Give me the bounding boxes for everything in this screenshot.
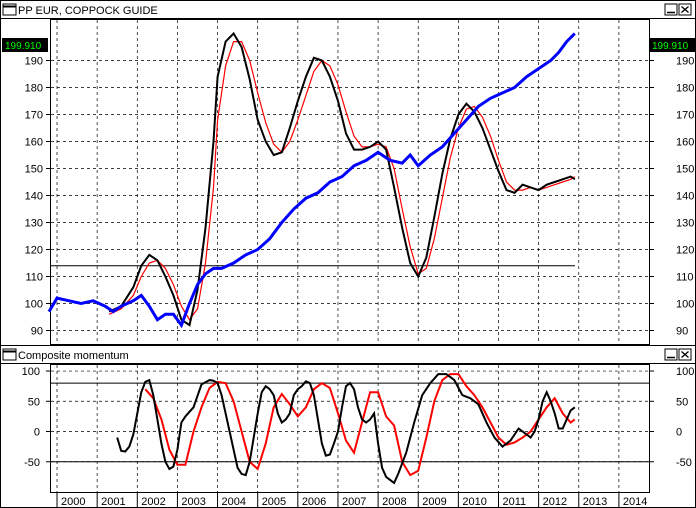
x-tick-label: 2006	[302, 496, 326, 508]
top-y-tick-label-right: 100	[676, 299, 694, 311]
top-panel-title: PP EUR, COPPOCK GUIDE	[18, 5, 158, 17]
top-y-tick-label: 160	[25, 137, 43, 149]
bottom-y-tick-label-right: 0	[676, 427, 682, 439]
top-y-tick-label-right: 170	[676, 110, 694, 122]
coppock-line	[108, 31, 576, 327]
bottom-y-tick-label-right: 100	[676, 366, 694, 378]
top-y-axis-left: 90 100 110 120 130 140 150 160 170 180 190	[25, 56, 51, 338]
x-tick-label: 2004	[222, 496, 246, 508]
top-y-tick-label: 130	[25, 218, 43, 230]
x-tick-label: 2010	[462, 496, 486, 508]
x-tick-label: 2002	[141, 496, 165, 508]
x-tick-label: 2013	[583, 496, 607, 508]
x-tick-label: 2003	[181, 496, 205, 508]
bottom-y-tick-label-right: 50	[676, 396, 688, 408]
top-y-tick-label: 110	[25, 272, 43, 284]
top-panel-minimize-button[interactable]	[664, 3, 678, 16]
top-y-tick-label: 90	[31, 326, 43, 338]
bottom-y-tick-label-right: -50	[676, 457, 692, 469]
coppock-signal-line	[108, 40, 576, 321]
top-y-axis-right: 90 100 110 120 130 140 150 160 170 180 190	[649, 56, 694, 338]
top-panel-close-button[interactable]	[678, 3, 692, 16]
svg-text:199.910: 199.910	[5, 41, 42, 52]
x-tick-label: 2011	[502, 496, 526, 508]
top-y-tick-label-right: 130	[676, 218, 694, 230]
top-y-tick-label: 140	[25, 191, 43, 203]
bottom-panel-minimize-button[interactable]	[664, 348, 678, 361]
top-y-tick-label-right: 110	[676, 272, 694, 284]
top-plot-area	[50, 19, 650, 345]
x-axis: 2000 2001 2002 2003 2004 2005 2006 2007 2008 2009…	[56, 493, 647, 508]
x-tick-label: 2001	[101, 496, 125, 508]
bottom-y-axis-right: -50 0 50 100	[649, 366, 694, 469]
top-y-tick-label: 170	[25, 110, 43, 122]
top-y-tick-label: 180	[25, 83, 43, 95]
bottom-y-tick-label: -50	[24, 457, 40, 469]
bottom-y-tick-label: 100	[22, 366, 40, 378]
top-y-tick-label-right: 160	[676, 137, 694, 149]
momentum-line	[116, 373, 576, 485]
svg-text:199.910: 199.910	[652, 41, 689, 52]
top-y-tick-label-right: 140	[676, 191, 694, 203]
bottom-panel-title: Composite momentum	[18, 350, 129, 362]
top-y-tick-label-right: 180	[676, 83, 694, 95]
last-value-badge-left: 199.910	[2, 38, 48, 52]
bottom-panel-window-icon[interactable]	[2, 348, 17, 361]
top-y-tick-label: 120	[25, 245, 43, 257]
x-tick-label: 2000	[61, 496, 85, 508]
x-tick-label: 2007	[342, 496, 366, 508]
top-y-tick-label: 150	[25, 164, 43, 176]
top-panel-header	[1, 1, 695, 18]
top-y-tick-label-right: 120	[676, 245, 694, 257]
last-value-badge-right: 199.910	[650, 38, 695, 52]
top-y-tick-label-right: 150	[676, 164, 694, 176]
x-tick-label: 2005	[262, 496, 286, 508]
x-tick-label: 2014	[623, 496, 647, 508]
top-y-tick-label: 100	[25, 299, 43, 311]
x-tick-label: 2009	[422, 496, 446, 508]
top-y-tick-label: 190	[25, 56, 43, 68]
top-y-tick-label-right: 190	[676, 56, 694, 68]
x-tick-label: 2012	[543, 496, 567, 508]
bottom-y-tick-label: 50	[28, 396, 40, 408]
price-line	[47, 32, 576, 329]
x-tick-label: 2008	[382, 496, 406, 508]
bottom-y-tick-label: 0	[34, 427, 40, 439]
top-panel-window-icon[interactable]	[2, 3, 17, 16]
bottom-panel-close-button[interactable]	[678, 348, 692, 361]
top-y-tick-label-right: 90	[676, 326, 688, 338]
bottom-y-axis-left: -50 0 50 100	[22, 366, 51, 469]
